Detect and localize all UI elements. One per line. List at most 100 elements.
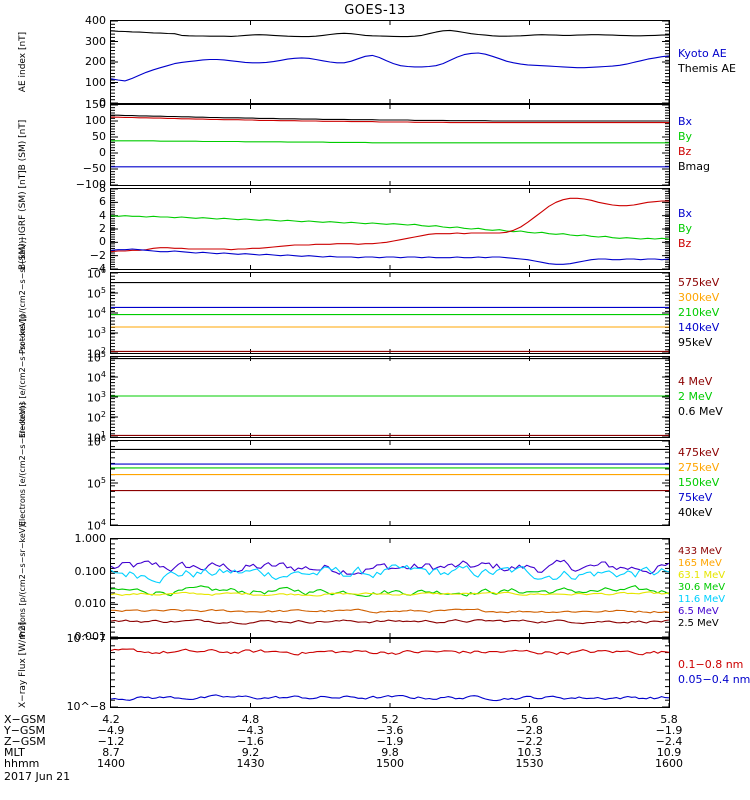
- legend-label-30-6-mev: 30.6 MeV: [678, 582, 726, 593]
- x-axis-value-y_gsm: −2.8: [516, 724, 543, 737]
- y-axis-label-5: Electrons [e/(cm2−s−sr−keV)]: [18, 402, 27, 526]
- x-axis-value-hhmm: 1400: [97, 757, 125, 770]
- x-axis-value-mlt: 8.7: [102, 746, 120, 759]
- y-tick-label: 104: [86, 370, 106, 385]
- x-axis-value-mlt: 10.9: [656, 746, 682, 759]
- x-axis-row-label-x-gsm: X−GSM: [4, 713, 46, 726]
- legend-label-575kev: 575keV: [678, 275, 720, 289]
- legend-label-kyoto-ae: Kyoto AE: [678, 47, 727, 60]
- x-axis-value-hhmm: 1500: [376, 757, 404, 770]
- legend-label-by: By: [678, 221, 693, 235]
- date-label: 2017 Jun 21: [4, 770, 71, 783]
- legend-label-2-mev: 2 MeV: [678, 389, 713, 403]
- x-axis-value-mlt: 9.8: [381, 746, 399, 759]
- y-tick-label: 150: [85, 98, 106, 111]
- x-axis-value-y_gsm: −1.9: [655, 724, 683, 737]
- y-tick-label: 100: [85, 114, 106, 127]
- x-axis-value-y_gsm: −4.9: [97, 724, 125, 737]
- y-tick-label: 102: [86, 346, 106, 361]
- y-tick-label: 106: [86, 266, 106, 281]
- legend-label-75kev: 75keV: [678, 490, 713, 504]
- y-tick-label: 106: [86, 434, 106, 449]
- legend-label-bx: Bx: [678, 115, 693, 128]
- legend-label-bz: Bz: [678, 236, 692, 250]
- page-title: GOES-13: [344, 3, 406, 18]
- x-axis-value-x_gsm: 5.2: [381, 713, 399, 726]
- legend-label-by: By: [678, 130, 693, 143]
- legend-label-11-6-mev: 11.6 MeV: [678, 594, 726, 605]
- legend-label-63-1-mev: 63.1 MeV: [678, 570, 726, 581]
- y-tick-label: 105: [86, 476, 106, 491]
- legend-label-4-mev: 4 MeV: [678, 374, 713, 388]
- y-tick-label: 0: [99, 146, 106, 159]
- legend-label-bmag: Bmag: [678, 160, 710, 173]
- x-axis-value-mlt: 10.3: [517, 746, 542, 759]
- x-axis-value-hhmm: 1530: [515, 757, 544, 770]
- x-axis-value-z_gsm: −1.9: [376, 735, 404, 748]
- x-axis-value-hhmm: 1430: [236, 757, 265, 770]
- legend-label-0-6-mev: 0.6 MeV: [678, 404, 723, 418]
- y-tick-label: −100: [75, 178, 106, 191]
- plot-panel-5: [110, 440, 670, 526]
- y-tick-label: 104: [86, 518, 106, 533]
- x-axis-row-label-y-gsm: Y−GSM: [4, 724, 45, 737]
- y-tick-label: 2: [99, 222, 106, 235]
- y-tick-label: 105: [86, 286, 106, 301]
- x-axis-value-z_gsm: −1.2: [97, 735, 125, 748]
- y-tick-label: 100: [85, 75, 106, 89]
- y-axis-label-7: X−ray Flux [W/m2]: [18, 621, 28, 708]
- y-axis-label-0: AE index [nT]: [18, 31, 28, 93]
- legend-label-bx: Bx: [678, 206, 693, 220]
- legend-label-140kev: 140keV: [678, 320, 720, 334]
- legend-label-150kev: 150keV: [678, 475, 720, 489]
- y-tick-label: 0.001: [74, 630, 107, 643]
- x-axis-value-y_gsm: −4.3: [237, 724, 264, 737]
- y-tick-label: −4: [89, 262, 106, 275]
- legend-label-210kev: 210keV: [678, 305, 720, 319]
- y-tick-label: 4: [99, 208, 106, 222]
- y-tick-label: 0.100: [74, 564, 107, 578]
- y-tick-label: 103: [86, 390, 106, 405]
- y-tick-label: 101: [86, 430, 106, 445]
- y-tick-label: 400: [85, 14, 106, 27]
- plot-panel-3: [110, 272, 670, 354]
- legend-label-2-5-mev: 2.5 MeV: [678, 618, 719, 629]
- legend-label-275kev: 275keV: [678, 460, 720, 474]
- x-axis-value-x_gsm: 4.8: [241, 713, 260, 726]
- legend-label-bz: Bz: [678, 145, 692, 158]
- plot-panel-4: [110, 356, 670, 438]
- legend-label-300kev: 300keV: [678, 290, 720, 304]
- legend-label-0-1-0-8-nm: 0.1−0.8 nm: [678, 658, 744, 671]
- plot-panel-2: [110, 188, 670, 270]
- x-axis-row-label-z-gsm: Z−GSM: [4, 735, 46, 748]
- legend-label-95kev: 95keV: [678, 335, 713, 349]
- y-tick-label: 105: [86, 350, 106, 365]
- plot-panel-6: [110, 538, 670, 638]
- y-tick-label: 10^−7: [66, 632, 106, 645]
- x-axis-value-z_gsm: −1.6: [237, 735, 264, 748]
- x-axis-value-x_gsm: 4.2: [102, 713, 120, 726]
- y-tick-label: 0.010: [74, 597, 107, 611]
- x-axis-row-label-mlt: MLT: [4, 746, 25, 759]
- x-axis-value-z_gsm: −2.2: [516, 735, 543, 748]
- x-axis-value-x_gsm: 5.8: [660, 713, 678, 726]
- legend-label-475kev: 475keV: [678, 445, 720, 459]
- legend-label-6-5-mev: 6.5 MeV: [678, 606, 719, 617]
- y-tick-label: 6: [99, 195, 106, 209]
- plot-panel-1: [110, 104, 670, 186]
- y-tick-label: 50: [92, 130, 106, 143]
- x-axis-value-mlt: 9.2: [241, 746, 260, 759]
- legend-label-40kev: 40keV: [678, 505, 713, 519]
- y-tick-label: 8: [99, 182, 106, 195]
- y-tick-label: 300: [85, 34, 106, 48]
- x-axis-value-x_gsm: 5.6: [520, 713, 539, 726]
- y-tick-label: 10^−8: [66, 700, 106, 713]
- plot-panel-0: [110, 20, 670, 104]
- y-tick-label: −50: [82, 162, 106, 175]
- plot-panel-7: [110, 638, 670, 708]
- y-tick-label: 200: [85, 55, 106, 68]
- y-tick-label: 104: [86, 306, 106, 321]
- legend-label-themis-ae: Themis AE: [678, 62, 736, 75]
- y-tick-label: 102: [86, 410, 106, 425]
